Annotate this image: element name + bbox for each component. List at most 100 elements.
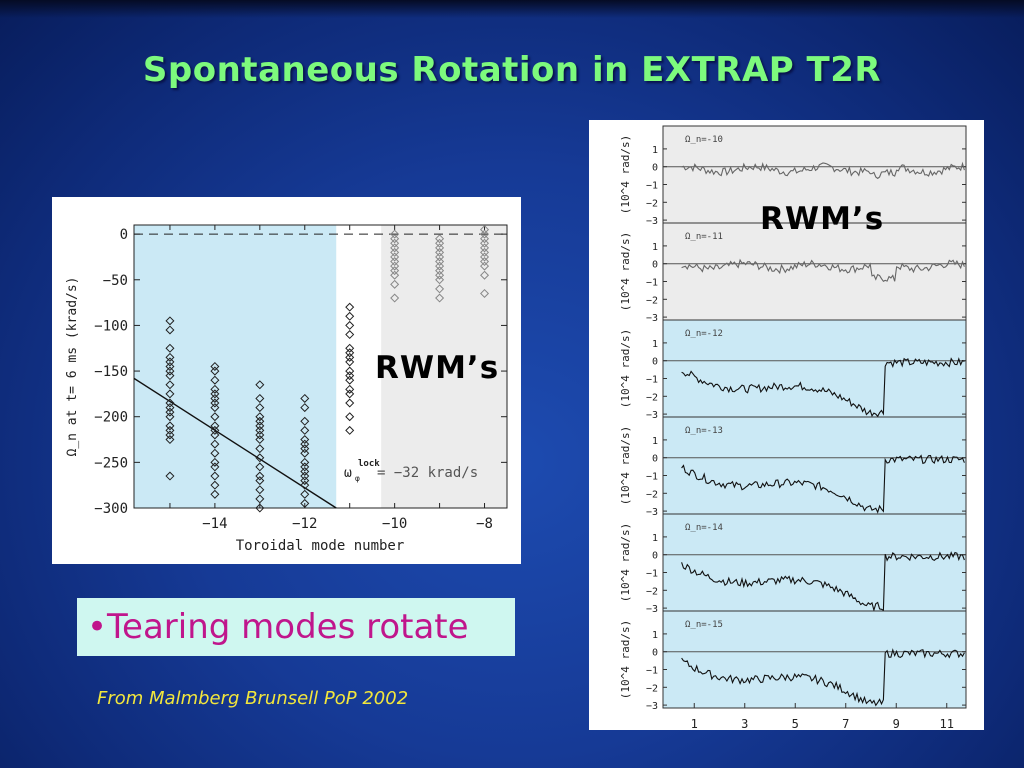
data-point <box>300 435 310 445</box>
data-point <box>255 380 265 390</box>
plot-frame <box>133 224 508 509</box>
data-point <box>435 252 445 262</box>
rwm-label-right: RWM’s <box>760 201 885 237</box>
data-point <box>210 384 220 394</box>
y-tick-label: −1 <box>646 278 658 289</box>
y-axis-label: (10^4 rad/s) <box>619 135 632 214</box>
data-point <box>435 270 445 280</box>
data-point <box>435 234 445 244</box>
data-point <box>345 371 355 381</box>
y-axis-label: (10^4 rad/s) <box>619 329 632 408</box>
tearing-modes-text: •Tearing modes rotate <box>87 607 469 647</box>
y-tick-label: −1 <box>646 666 658 677</box>
data-point <box>480 247 490 257</box>
trace-line <box>681 161 965 180</box>
data-point <box>165 412 175 422</box>
y-tick-label: −3 <box>646 701 658 712</box>
data-point <box>210 366 220 376</box>
data-point <box>390 247 400 257</box>
time-trace-chart: 1 0 −1 −2 −3 (10^4 rad/s) Ω_n=-10 1 0 −1 −2 −3 (10^4… <box>619 125 967 731</box>
data-point <box>435 293 445 303</box>
right-chart-panel: 1 0 −1 −2 −3 (10^4 rad/s) Ω_n=-10 1 0 −1 −2 −3 (10^4… <box>589 120 984 731</box>
data-point <box>255 416 265 426</box>
data-point <box>255 412 265 422</box>
data-point <box>390 234 400 244</box>
data-point <box>345 384 355 394</box>
lock-annotation-sup: lock <box>358 459 380 469</box>
y-tick-label: −1 <box>646 375 658 386</box>
y-tick-label: 1 <box>652 145 658 156</box>
data-point <box>210 425 220 435</box>
data-point <box>390 257 400 267</box>
y-tick-label: 0 <box>652 551 658 562</box>
data-point <box>435 247 445 257</box>
data-point <box>165 403 175 413</box>
x-tick-label: 11 <box>940 717 954 730</box>
data-point <box>165 316 175 326</box>
data-point <box>300 403 310 413</box>
panel-label: Ω_n=-14 <box>685 523 723 533</box>
y-tick-label: −3 <box>646 507 658 518</box>
data-point <box>480 288 490 298</box>
y-axis-label: Ω_n at t= 6 ms (krad/s) <box>65 276 80 456</box>
data-point <box>165 357 175 367</box>
lock-annotation-text: = −32 krad/s <box>377 465 478 481</box>
y-tick-label: −100 <box>94 318 128 334</box>
data-point <box>390 270 400 280</box>
top-bar <box>0 0 1024 18</box>
data-point <box>165 425 175 435</box>
data-point <box>435 261 445 271</box>
x-tick-label: 9 <box>893 717 900 730</box>
y-tick-label: −200 <box>94 410 128 426</box>
source-credit: From Malmberg Brunsell PoP 2002 <box>97 688 409 709</box>
data-point <box>345 425 355 435</box>
data-point <box>165 380 175 390</box>
x-tick-label: 7 <box>842 717 849 730</box>
trace-line <box>681 648 965 707</box>
lock-annotation-symbol: ω <box>344 466 352 481</box>
data-point <box>300 439 310 449</box>
y-tick-label: 1 <box>652 242 658 253</box>
data-point <box>210 462 220 472</box>
trace-line <box>681 454 965 514</box>
y-tick-label: 1 <box>652 436 658 447</box>
data-point <box>210 393 220 403</box>
x-axis-label: Toroidal mode number <box>236 538 405 554</box>
trace-panel-5 <box>662 513 967 612</box>
panel-label: Ω_n=-11 <box>685 232 723 242</box>
data-point <box>165 352 175 362</box>
data-point <box>165 366 175 376</box>
data-point <box>300 448 310 458</box>
data-point <box>300 462 310 472</box>
data-point <box>390 293 400 303</box>
trace-panel-3 <box>662 319 967 418</box>
data-point <box>210 403 220 413</box>
data-point <box>345 398 355 408</box>
left-chart-panel: 0 −50 −100 −150 −200 −250 −300 −14 −12 −10 −8 Toroi… <box>52 197 521 564</box>
rwm-region-shade <box>381 225 507 508</box>
y-tick-label: −2 <box>646 489 658 500</box>
data-point <box>480 252 490 262</box>
data-point <box>300 457 310 467</box>
x-tick-label: 5 <box>792 717 799 730</box>
data-point <box>480 261 490 271</box>
data-point <box>345 311 355 321</box>
data-point <box>210 439 220 449</box>
data-point <box>255 444 265 454</box>
data-point <box>300 425 310 435</box>
panel-label: Ω_n=-10 <box>685 135 723 145</box>
data-point <box>165 371 175 381</box>
rwm-label-left: RWM’s <box>375 350 500 386</box>
lock-annotation-sub: φ <box>355 474 360 483</box>
data-point <box>435 243 445 253</box>
data-point <box>435 266 445 276</box>
data-point <box>480 257 490 267</box>
data-point <box>255 425 265 435</box>
data-point <box>255 476 265 486</box>
data-point <box>210 375 220 385</box>
trace-line <box>681 551 965 613</box>
data-point <box>210 457 220 467</box>
data-point <box>210 398 220 408</box>
data-point <box>255 421 265 431</box>
data-point <box>255 471 265 481</box>
